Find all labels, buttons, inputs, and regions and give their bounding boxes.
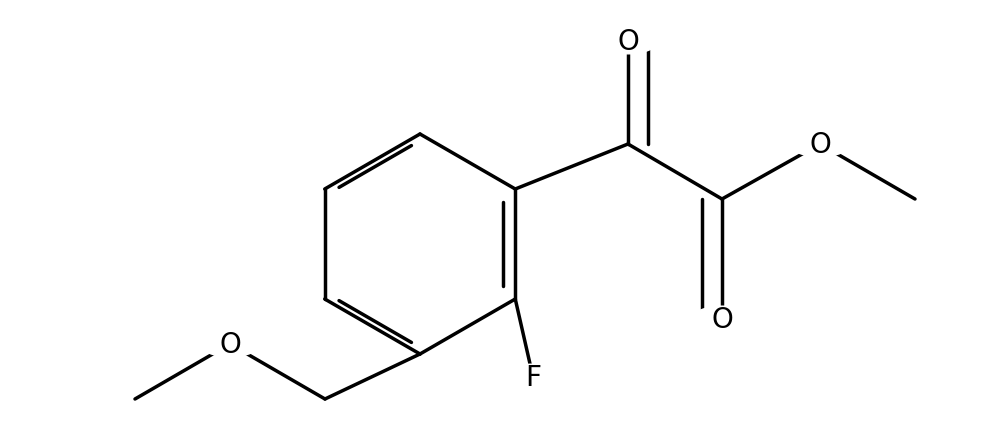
Circle shape: [692, 306, 752, 332]
Text: F: F: [525, 363, 541, 391]
Circle shape: [598, 29, 657, 55]
Circle shape: [503, 364, 563, 390]
Text: O: O: [809, 131, 831, 158]
Text: O: O: [617, 28, 638, 56]
Circle shape: [201, 331, 260, 357]
Circle shape: [790, 132, 850, 158]
Text: O: O: [711, 305, 733, 333]
Text: O: O: [219, 330, 241, 358]
